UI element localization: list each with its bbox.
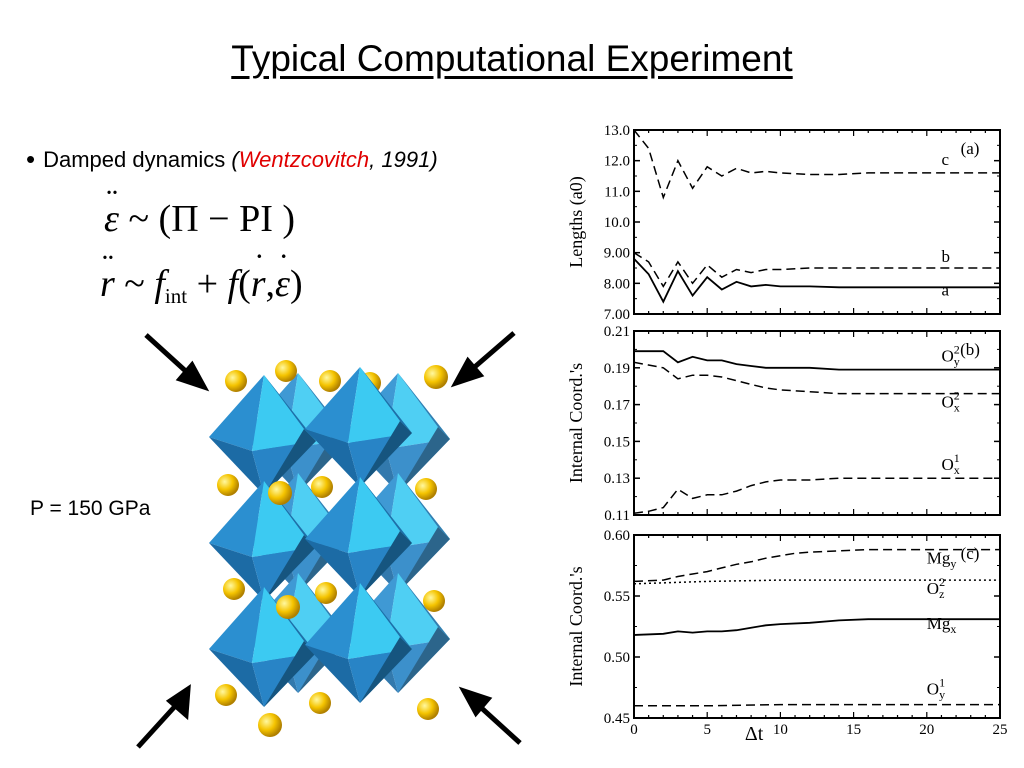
series-line [633,618,1000,636]
series-line [633,258,1000,304]
citation: (Wentzcovitch, 1991) [231,147,437,172]
pressure-label: P = 150 GPa [30,497,151,520]
crystal-structure-illustration [136,331,522,749]
series-label: a [941,280,949,299]
citation-open: ( [231,147,239,172]
series-label: O1 y [927,676,945,702]
y-tick-label: 12.0 [604,154,630,170]
series-label: c [941,150,949,169]
eq2-epsdot: ε [275,262,290,306]
eq2-close: ) [290,263,303,305]
slide-title: Typical Computational Experiment [231,38,793,79]
y-tick-label: 0.17 [604,398,631,414]
x-tick-label: 15 [846,722,861,738]
eq2-rdot: r [251,262,266,306]
y-axis-label: Internal Coord.'s [566,363,586,483]
eq2-f2: f [227,263,239,305]
series-line [633,579,1000,585]
series-label: O2 z [927,575,945,601]
charts-figure: 7.00 8.00 9.00 10.0 11.0 12.0 13.0 Lengths (a0)… [566,123,1008,745]
x-tick-label: 20 [919,722,934,738]
eq1-rhs: (Π − PI ) [158,198,296,240]
y-tick-label: 13.0 [604,123,630,139]
x-tick-label: 0 [630,722,638,738]
chart-panel-3: 0.45 0.50 0.55 0.60 0 5 10 15 20 25 Δt Internal Coo… [566,528,1008,745]
equation-strain: ε ~ (Π − PI ) [104,197,295,241]
bullet-text: Damped dynamics [43,147,226,172]
compression-arrow-icon [136,684,191,749]
series-label: O2 x [941,389,959,415]
series-line [633,548,1000,583]
eq2-sub: int [164,284,188,308]
eq2-f: f [154,263,165,305]
y-tick-label: 0.21 [604,324,630,340]
y-axis-label: Internal Coord.'s [566,566,586,686]
citation-year: , 1991) [369,147,438,172]
bullet-point: • Damped dynamics (Wentzcovitch, 1991) [26,144,438,175]
series-label: O1 x [941,451,959,477]
series-line [633,361,1000,395]
y-tick-label: 0.15 [604,434,630,450]
series-line [633,129,1000,200]
panel-label: (b) [960,340,980,359]
y-tick-label: 0.50 [604,650,630,666]
series-line [633,477,1000,514]
panel-label: (a) [961,139,980,158]
y-tick-label: 9.00 [604,246,630,262]
chart-panel-2: 0.11 0.13 0.15 0.17 0.19 0.21 Internal Coord.'… [566,324,1001,524]
atom-icon [217,360,448,612]
compression-arrow-icon [458,686,522,745]
compression-arrow-icon [144,333,210,392]
eq2-lhs: r [100,262,115,306]
series-label: Mgx [927,614,957,636]
citation-author: Wentzcovitch [238,147,370,172]
series-line [634,703,1000,707]
y-tick-label: 0.60 [604,528,630,544]
x-tick-label: 10 [773,722,788,738]
series-label: O2 y [941,343,959,369]
eq2-comma: , [265,263,276,305]
y-tick-label: 0.55 [604,589,630,605]
eq2-tilde: ~ [124,263,145,305]
y-axis-label: Lengths (a0) [566,176,587,267]
equation-position: r ~ fint + f(r,ε) [100,262,303,309]
eq2-plus: + [196,263,219,305]
y-tick-label: 0.13 [604,471,630,487]
series-line [633,252,1000,288]
series-label: Mgy [927,549,957,571]
chart-panel-1: 7.00 8.00 9.00 10.0 11.0 12.0 13.0 Lengths (a0)… [566,123,1001,323]
y-tick-label: 0.19 [604,361,630,377]
x-axis-label: Δt [745,723,764,745]
y-tick-label: 11.0 [604,184,630,200]
y-tick-label: 0.45 [604,711,630,727]
eq2-open: ( [238,263,251,305]
eq1-tilde: ~ [128,198,150,240]
atom-icon [215,481,439,737]
bullet-dot-icon: • [26,144,36,174]
y-tick-label: 10.0 [604,215,630,231]
y-tick-label: 0.11 [604,508,630,524]
series-label: b [941,247,950,266]
panel-label: (c) [961,544,980,563]
x-tick-label: 5 [703,722,711,738]
compression-arrow-icon [450,331,516,388]
eq1-lhs: ε [104,197,119,241]
x-tick-label: 25 [993,722,1008,738]
y-tick-label: 7.00 [604,307,630,323]
series-line [634,350,1000,371]
y-tick-label: 8.00 [604,276,630,292]
